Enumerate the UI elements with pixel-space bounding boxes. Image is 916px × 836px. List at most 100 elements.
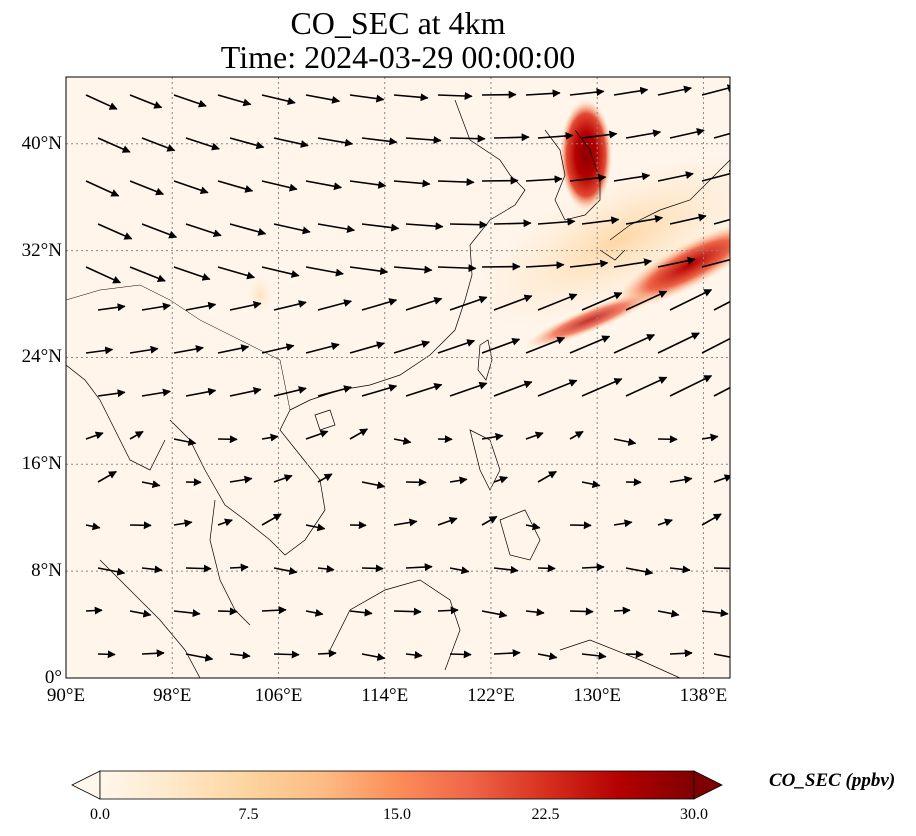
wind-arrow (669, 374, 713, 397)
colorbar-tick-label: 15.0 (383, 806, 411, 823)
wind-arrow (97, 223, 133, 240)
xtick-label: 98°E (153, 685, 192, 706)
wind-arrow (141, 565, 163, 574)
wind-arrow (273, 300, 307, 311)
wind-arrow (537, 470, 557, 483)
wind-arrow (669, 128, 705, 139)
wind-arrow (273, 223, 311, 235)
wind-arrow (437, 91, 473, 100)
wind-arrow (393, 93, 429, 102)
wind-arrow (361, 223, 400, 232)
wind-arrow (405, 383, 443, 397)
ytick-label: 16°N (21, 453, 62, 475)
wind-arrow (229, 137, 265, 150)
wind-arrow (173, 345, 204, 354)
colorbar-label: CO_SEC (ppbv) (769, 770, 896, 791)
plume-minor (246, 275, 274, 315)
wind-arrow (217, 344, 250, 354)
xtick-label: 122°E (467, 685, 515, 706)
ytick-label: 0° (44, 667, 62, 688)
wind-arrow (85, 94, 118, 110)
colorbar-body (99, 770, 695, 800)
wind-arrow (317, 649, 337, 658)
wind-arrow (273, 386, 307, 397)
colorbar-tick-label: 22.5 (531, 806, 560, 823)
wind-arrow (657, 518, 673, 527)
wind-arrow (85, 431, 104, 440)
wind-arrow (393, 607, 422, 616)
wind-arrow (393, 179, 431, 188)
wind-arrow (449, 381, 488, 397)
wind-arrow (185, 564, 212, 573)
wind-arrow (493, 649, 521, 658)
wind-arrow (449, 295, 488, 311)
wind-arrow (481, 432, 504, 441)
coastline-japan (609, 159, 730, 241)
wind-arrow (129, 266, 166, 283)
wind-vectors (85, 84, 730, 662)
wind-arrow (569, 335, 611, 354)
wind-arrow (405, 297, 443, 311)
wind-arrow (405, 563, 433, 572)
wind-arrow (185, 653, 214, 662)
wind-arrow (129, 609, 152, 618)
wind-arrow (273, 650, 300, 659)
wind-arrow (261, 266, 300, 278)
xtick-label: 114°E (361, 685, 409, 706)
wind-arrow (261, 343, 295, 354)
wind-arrow (449, 566, 470, 575)
wind-arrow (569, 430, 584, 440)
map-plot (65, 76, 731, 679)
wind-arrow (625, 376, 668, 397)
wind-arrow (493, 565, 519, 574)
coastline-newguinea (559, 639, 681, 678)
wind-arrow (481, 610, 508, 619)
wind-arrow (393, 437, 412, 445)
wind-arrow (537, 379, 578, 397)
wind-arrow (713, 300, 730, 311)
wind-arrow (97, 389, 126, 398)
wind-arrow (141, 137, 176, 152)
wind-arrow (449, 650, 472, 659)
wind-arrow (581, 292, 623, 311)
ytick-label: 40°N (21, 132, 62, 154)
wind-arrow (525, 336, 566, 354)
ytick-label: 32°N (21, 239, 62, 261)
wind-arrow (493, 133, 530, 142)
wind-arrow (437, 264, 477, 273)
colorbar-tick-label: 0.0 (90, 806, 110, 823)
wind-arrow (613, 86, 649, 96)
wind-arrow (85, 346, 114, 355)
wind-arrow (481, 515, 498, 526)
wind-arrow (613, 172, 651, 182)
wind-arrow (173, 94, 207, 108)
wind-arrow (141, 649, 165, 658)
wind-arrow (581, 130, 618, 139)
wind-arrow (669, 213, 707, 225)
wind-arrow (85, 522, 101, 531)
coastlines (66, 99, 730, 678)
ytick-label: 8°N (31, 560, 62, 582)
wind-arrow (537, 293, 578, 311)
wind-arrow (305, 523, 326, 532)
wind-arrow (173, 266, 211, 281)
wind-arrow (305, 429, 329, 440)
wind-arrow (713, 386, 730, 397)
colorbar-tick-label: 30.0 (680, 806, 708, 823)
wind-arrow (625, 650, 644, 659)
wind-arrow (537, 564, 556, 573)
wind-arrow (317, 299, 353, 311)
wind-arrow (569, 259, 609, 268)
wind-arrow (217, 94, 252, 107)
map-title-line1: CO_SEC at 4km (290, 5, 506, 41)
wind-arrow (449, 220, 488, 229)
wind-arrow (217, 180, 254, 193)
xtick-label: 106°E (254, 685, 303, 706)
wind-arrow (657, 85, 692, 96)
wind-arrow (305, 180, 343, 191)
coastline-taiwan (477, 339, 493, 381)
wind-arrow (261, 94, 296, 106)
wind-arrow (393, 518, 418, 527)
wind-arrow (97, 470, 117, 483)
map-title-line2: Time: 2024-03-29 00:00:00 (220, 39, 576, 75)
